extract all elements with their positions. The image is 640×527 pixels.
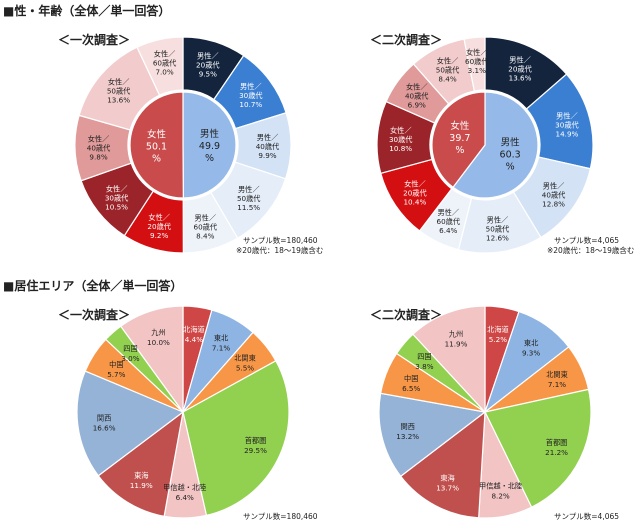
area-second-label-6: 東海 13.7% — [436, 474, 459, 493]
gender-age-second-title: ＜二次調査＞ — [370, 32, 442, 47]
area-first-label-3: 北関東 5.5% — [234, 354, 256, 373]
area-second-label-9: 四国 3.8% — [415, 352, 433, 371]
gender-age-second-outer-label-4: 男性／ 50歳代 12.6% — [486, 216, 510, 243]
section-title-gender-age: ■性・年齢（全体／単一回答） — [3, 3, 170, 18]
gender-age-first-outer-label-7: 女性／ 30歳代 10.5% — [105, 184, 129, 211]
gender-age-first-sample-size: サンプル数=180,460 — [243, 235, 318, 245]
gender-age-second-outer-label-2: 男性／ 30歳代 14.9% — [555, 112, 579, 139]
area-first-label-2: 東北 7.1% — [212, 334, 230, 353]
gender-age-second-outer-label-10: 女性／ 60歳代 3.1% — [465, 48, 489, 75]
area-first-label-1: 北海道 4.4% — [183, 325, 205, 344]
area-first-label-10: 九州 10.0% — [147, 328, 170, 347]
area-second-slice-4 — [484, 388, 592, 509]
gender-age-second-outer-label-9: 女性／ 50歳代 8.4% — [436, 56, 460, 83]
gender-age-first-outer-label-8: 女性／ 40歳代 9.8% — [87, 135, 111, 162]
area-second-title: ＜二次調査＞ — [370, 307, 442, 322]
gender-age-first-age-note: ※20歳代：18～19歳含む — [236, 245, 323, 255]
area-first-label-7: 関西 16.6% — [93, 413, 116, 432]
area-first-label-4: 首都圏 29.5% — [244, 436, 267, 455]
charts-group: 男性／ 20歳代 9.5% 男性／ 30歳代 10.7% 男性／ 40歳代 9.9% 男性／ 50歳… — [74, 36, 594, 519]
gender-age-second — [376, 36, 594, 254]
area-first-label-6: 東海 11.9% — [130, 471, 153, 490]
gender-age-second-outer-label-6: 女性／ 20歳代 10.4% — [403, 179, 427, 206]
gender-age-second-outer-label-8: 女性／ 40歳代 6.9% — [405, 82, 429, 109]
area-second-label-1: 北海道 5.2% — [487, 325, 509, 344]
gender-age-second-inner-slice-2 — [431, 91, 486, 189]
area-second-label-5: 甲信越・北陸 8.2% — [479, 481, 522, 500]
gender-age-second-outer-label-5: 男性／ 60歳代 6.4% — [437, 208, 461, 235]
gender-age-second-inner-slice-1 — [452, 91, 539, 199]
area-first-slice-7 — [76, 370, 185, 477]
gender-age-second-inner-label-1: 男性 60.3% — [500, 137, 521, 173]
gender-age-first-outer-label-4: 男性／ 50歳代 11.5% — [237, 185, 261, 212]
gender-age-first-outer-label-10: 女性／ 60歳代 7.0% — [153, 50, 177, 77]
gender-age-first-outer-label-9: 女性／ 50歳代 13.6% — [107, 77, 131, 104]
area-second-label-7: 関西 13.2% — [396, 422, 419, 441]
area-second-label-2: 東北 9.3% — [522, 339, 540, 358]
area-second-label-3: 北関東 7.1% — [546, 370, 568, 389]
area-second — [378, 305, 592, 519]
gender-age-first-outer-label-5: 男性／ 60歳代 8.4% — [194, 214, 218, 241]
gender-age-first-title: ＜一次調査＞ — [58, 32, 130, 47]
area-second-slice-10 — [412, 305, 486, 414]
gender-age-second-outer-label-3: 男性／ 40歳代 12.8% — [542, 182, 566, 209]
gender-age-first-outer-label-3: 男性／ 40歳代 9.9% — [256, 133, 280, 160]
gender-age-first-inner-label-1: 男性 49.9% — [199, 128, 220, 164]
area-second-slice-7 — [378, 392, 487, 478]
area-first-slice-6 — [97, 410, 184, 518]
area-first-label-9: 四国 3.0% — [121, 344, 139, 363]
area-second-slice-6 — [399, 410, 486, 519]
area-second-sample-size: サンプル数=4,065 — [554, 511, 619, 521]
gender-age-first-outer-label-1: 男性／ 20歳代 9.5% — [196, 51, 220, 78]
gender-age-first-outer-label-6: 女性／ 20歳代 9.2% — [147, 213, 171, 240]
area-second-label-10: 九州 11.9% — [445, 329, 468, 348]
gender-age-second-sample-size: サンプル数=4,065 — [554, 235, 619, 245]
area-first-label-8: 中国 5.7% — [107, 360, 125, 379]
area-first — [76, 305, 290, 519]
area-second-label-8: 中国 6.5% — [402, 374, 420, 393]
gender-age-second-outer-label-1: 男性／ 20歳代 13.6% — [508, 55, 532, 82]
gender-age-second-age-note: ※20歳代：18～19歳含む — [547, 245, 634, 255]
gender-age-first-inner-label-2: 女性 50.1% — [146, 128, 167, 164]
area-first-title: ＜一次調査＞ — [58, 307, 130, 322]
gender-age-first-outer-label-2: 男性／ 30歳代 10.7% — [239, 82, 263, 109]
gender-age-second-inner-label-2: 女性 39.7% — [449, 120, 470, 156]
gender-age-first-inner-slice-2 — [129, 91, 184, 199]
area-first-label-5: 甲信越・北陸 6.4% — [163, 483, 206, 502]
area-second-label-4: 首都圏 21.2% — [545, 438, 568, 457]
area-first-sample-size: サンプル数=180,460 — [243, 511, 318, 521]
gender-age-first-outer-slice-10 — [136, 36, 184, 97]
gender-age-second-outer-slice-10 — [463, 36, 486, 92]
gender-age-first-inner-slice-1 — [182, 91, 237, 199]
gender-age-first — [74, 36, 292, 254]
area-first-slice-4 — [182, 360, 290, 517]
section-title-residence-area: ■居住エリア（全体／単一回答） — [3, 278, 182, 293]
gender-age-second-outer-label-7: 女性／ 30歳代 10.8% — [389, 126, 413, 153]
area-first-slice-10 — [119, 305, 184, 414]
